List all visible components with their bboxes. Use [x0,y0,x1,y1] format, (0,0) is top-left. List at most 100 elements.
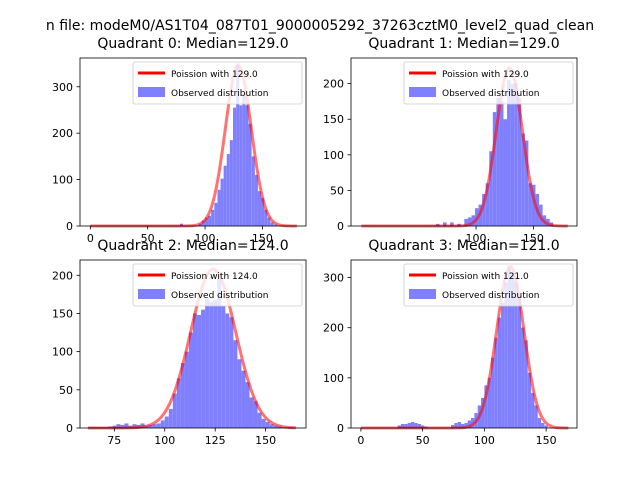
hist-bar [503,119,508,226]
hist-bar [531,184,536,226]
hist-bar [156,423,161,428]
y-tick-label: 200 [323,78,344,91]
hist-bar [223,165,227,226]
hist-bar [521,133,525,226]
x-tick-label: 150 [252,232,273,245]
panel-title: Quadrant 0: Median=129.0 [97,36,288,52]
hist-bar [261,198,265,226]
y-tick-label: 200 [52,269,73,282]
hist-bar [116,424,121,428]
legend-box [403,61,574,105]
hist-bar [497,317,502,428]
axes-frame [79,57,307,227]
y-tick-label: 0 [66,220,73,233]
quadrant-0-panel: 0 50 100 150 0 100 200 300 Poission with 129.0 Ob… [52,36,307,245]
hist-bar [491,357,495,428]
hist-bar [524,340,528,428]
hist-bar [482,193,486,226]
hist-bar [241,370,246,428]
hist-bar [201,309,206,428]
hist-bar [249,397,254,428]
hist-bar [188,332,193,428]
x-tick-label: 0 [87,232,94,245]
hist-bar [507,80,511,226]
hist-bar [517,97,522,226]
hist-bar [401,423,405,428]
hist-bar [265,421,270,428]
hist-bar [514,282,518,428]
hist-bar [248,123,252,226]
hist-bar [152,424,157,428]
axes-frame [350,259,578,429]
y-tick-label: 150 [52,307,73,320]
hist-bar [176,378,181,428]
legend-box [132,61,303,105]
legend-label-poisson: Poission with 129.0 [442,70,529,80]
y-tick-label: 100 [323,372,344,385]
hist-bar [220,178,224,226]
hist-bar [269,424,274,428]
legend-box [132,263,303,307]
hist-bar [261,418,266,428]
x-tick-label: 150 [255,434,276,447]
x-tick-label: 125 [205,434,226,447]
hist-bar [204,217,209,226]
hist-bar [209,302,214,428]
x-tick-label: 50 [416,434,430,447]
hist-bar [221,305,226,428]
legend-label-observed: Observed distribution [442,291,539,301]
hist-bar [464,218,468,226]
hist-bar [457,421,462,428]
hist-bar [217,279,222,428]
hist-bar [541,422,545,428]
hist-bar [443,222,447,226]
hist-bar [264,209,268,226]
hist-bar [504,282,508,428]
hist-bar [531,392,535,428]
x-tick-label: 150 [523,232,544,245]
hist-bar [492,112,497,226]
hist-bar [544,425,548,428]
x-tick-label: 150 [536,434,557,447]
hist-bar [467,420,472,428]
hist-bar [270,222,274,226]
hist-bar [417,423,422,428]
hist-bar [245,382,250,428]
hist-bar [411,421,415,428]
hist-bar [233,107,237,226]
hist-bar [484,385,488,428]
panel-title: Quadrant 2: Median=124.0 [97,238,288,254]
y-tick-label: 100 [323,149,344,162]
hist-bar [132,424,137,428]
hist-bar [414,422,418,428]
legend-hist-swatch [138,289,165,299]
hist-bar [510,83,515,226]
hist-bar [524,140,529,226]
hist-bar [537,417,542,428]
hist-bar [494,337,498,428]
legend-hist-swatch [409,87,436,97]
hist-bar [507,267,512,428]
hist-bar [534,405,538,428]
legend-label-poisson: Poission with 121.0 [442,272,529,282]
hist-bar [251,156,255,226]
hist-bar [253,401,258,428]
hist-bar [217,189,221,226]
hist-bar [242,93,246,226]
figure-suptitle: n file: modeM0/AS1T04_087T01_9000005292_… [46,18,594,34]
hist-bar [225,313,230,428]
x-tick-label: 100 [195,232,216,245]
hist-bar [528,183,532,226]
hist-bar [184,351,189,428]
quadrant-1-panel: 100 150 0 50 100 150 200 Poission with 129.0 Obs… [323,36,578,245]
x-tick-label: 100 [154,434,175,447]
hist-bar [273,425,278,428]
hist-bar [257,191,262,226]
legend-label-observed: Observed distribution [171,89,268,99]
legend-label-observed: Observed distribution [171,291,268,301]
hist-bar [464,422,468,428]
legend-box [403,263,574,307]
hist-bar [254,174,258,226]
legend-hist-swatch [138,87,165,97]
